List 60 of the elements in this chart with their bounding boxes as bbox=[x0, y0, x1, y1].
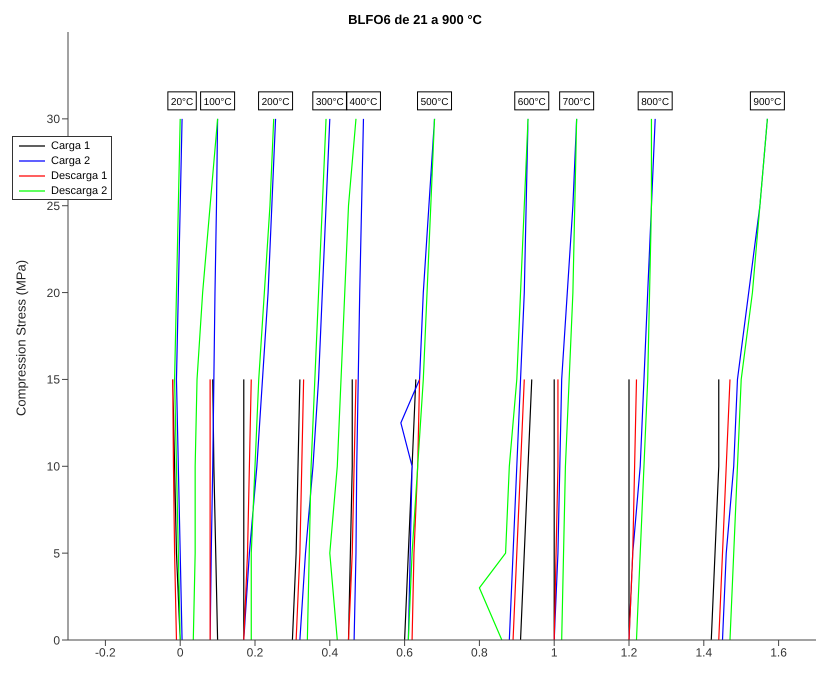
line-series bbox=[292, 378, 300, 640]
line-series bbox=[296, 378, 304, 640]
annotation: 700°C bbox=[562, 96, 591, 108]
x-tick-label: 0.2 bbox=[246, 646, 264, 660]
line-series bbox=[512, 378, 525, 640]
line-series bbox=[348, 378, 357, 640]
x-tick-label: 1 bbox=[550, 646, 558, 660]
x-tick-label: 0.6 bbox=[396, 646, 414, 660]
line-series bbox=[404, 378, 416, 640]
x-tick-label: -0.2 bbox=[95, 646, 116, 660]
annotation: 100°C bbox=[204, 96, 232, 108]
x-tick-label: 1.4 bbox=[695, 646, 712, 660]
annotation: 600°C bbox=[518, 96, 546, 108]
annotation: 400°C bbox=[350, 96, 378, 108]
line-series bbox=[250, 118, 274, 640]
y-tick-label: 20 bbox=[46, 286, 60, 300]
y-tick-label: 30 bbox=[46, 112, 60, 126]
line-series bbox=[329, 118, 357, 640]
line-series bbox=[176, 118, 183, 640]
y-tick-label: 10 bbox=[46, 460, 60, 474]
y-tick-label: 15 bbox=[46, 372, 60, 387]
line-series bbox=[710, 378, 720, 640]
line-series bbox=[192, 118, 218, 640]
annotation: 200°C bbox=[262, 96, 290, 108]
line-series bbox=[408, 118, 436, 640]
annotation: 800°C bbox=[641, 96, 670, 108]
x-tick-label: 1.2 bbox=[620, 646, 638, 660]
line-series bbox=[718, 378, 731, 640]
line-series bbox=[174, 118, 181, 640]
y-tick-label: 5 bbox=[53, 546, 60, 560]
line-series bbox=[636, 118, 652, 640]
legend-label: Carga 1 bbox=[51, 140, 90, 152]
legend-label: Descarga 2 bbox=[51, 184, 108, 196]
line-series bbox=[554, 378, 559, 640]
line-series bbox=[628, 378, 638, 640]
x-tick-label: 0.8 bbox=[471, 646, 488, 660]
line-series bbox=[729, 118, 768, 640]
annotation: 900°C bbox=[753, 96, 782, 108]
y-tick-label: 0 bbox=[53, 633, 60, 648]
line-series bbox=[561, 118, 578, 640]
legend-label: Carga 2 bbox=[51, 154, 90, 166]
x-tick-label: 0.4 bbox=[321, 646, 338, 660]
line-series bbox=[299, 118, 330, 640]
chart-title: BLFO6 de 21 a 900 °C bbox=[347, 12, 483, 27]
y-tick-label: 25 bbox=[46, 198, 60, 213]
line-series bbox=[411, 378, 420, 640]
line-series bbox=[354, 118, 364, 640]
line-series bbox=[306, 118, 327, 640]
x-tick-label: 0 bbox=[176, 646, 184, 660]
line-series bbox=[243, 378, 252, 640]
annotation: 20°C bbox=[170, 96, 194, 108]
line-series bbox=[478, 118, 529, 640]
x-tick-label: 1.6 bbox=[770, 646, 788, 660]
line-series bbox=[172, 378, 178, 640]
annotation: 300°C bbox=[316, 96, 344, 108]
annotation: 500°C bbox=[420, 96, 448, 108]
line-series bbox=[212, 378, 218, 640]
y-axis-title: Compression Stress (MPa) bbox=[14, 260, 29, 416]
legend-label: Descarga 1 bbox=[51, 170, 108, 182]
line-series bbox=[520, 378, 532, 640]
